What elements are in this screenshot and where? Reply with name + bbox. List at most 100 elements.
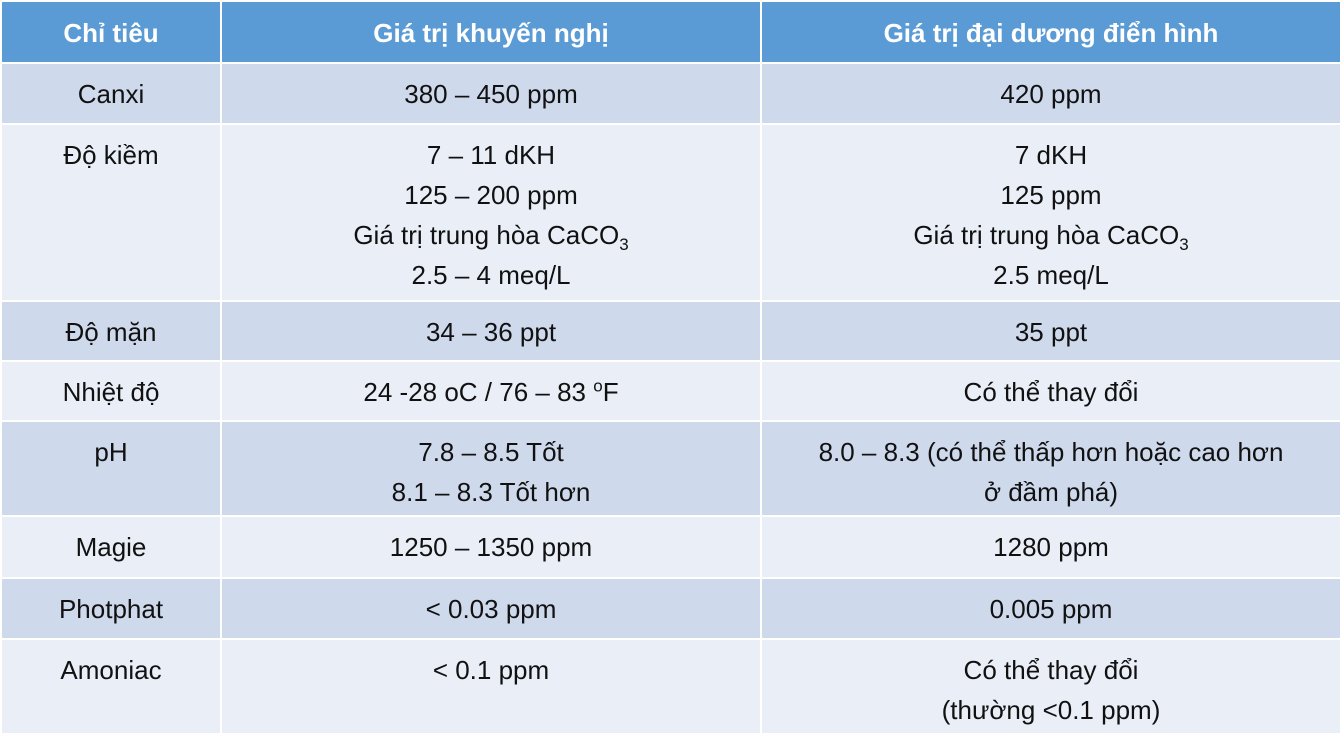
text: 8.0 – 8.3 (có thể thấp hơn hoặc cao hơn <box>818 437 1284 467</box>
text: 420 ppm <box>1000 79 1102 109</box>
cell-line: 24 -28 oC / 76 – 83 oF <box>222 372 760 412</box>
text: Độ mặn <box>65 317 157 347</box>
cell-line: Canxi <box>2 74 220 114</box>
table-cell: 420 ppm <box>760 62 1340 125</box>
table-cell: < 0.1 ppm <box>220 638 762 735</box>
cell-line: 35 ppt <box>762 312 1340 352</box>
table-row: Photphat < 0.03 ppm 0.005 ppm <box>0 577 1340 640</box>
cell-line: Amoniac <box>2 650 220 690</box>
cell-line: 125 – 200 ppm <box>222 175 760 215</box>
text: 1280 ppm <box>993 532 1109 562</box>
cell-line: Nhiệt độ <box>2 372 220 412</box>
text: 8.1 – 8.3 Tốt hơn <box>391 477 591 507</box>
table-cell: 7 – 11 dKH 125 – 200 ppm Giá trị trung hòa… <box>220 123 762 302</box>
cell-line: 125 ppm <box>762 175 1340 215</box>
table-row: Magie 1250 – 1350 ppm 1280 ppm <box>0 515 1340 579</box>
cell-line: 8.0 – 8.3 (có thể thấp hơn hoặc cao hơn <box>762 432 1340 472</box>
cell-line: 420 ppm <box>762 74 1340 114</box>
table-cell: < 0.03 ppm <box>220 577 762 640</box>
text: Photphat <box>58 594 164 624</box>
text: Có thể thay đổi <box>963 655 1139 685</box>
cell-line: ở đầm phá) <box>762 472 1340 512</box>
text: 7 dKH <box>1014 140 1088 170</box>
header-row: Chỉ tiêu Giá trị khuyến nghị Giá trị đại… <box>0 0 1340 64</box>
text: 35 ppt <box>1014 317 1088 347</box>
table-cell: 24 -28 oC / 76 – 83 oF <box>220 360 762 422</box>
header-cell: Chỉ tiêu <box>0 0 222 64</box>
cell-line: Có thể thay đổi <box>762 372 1340 412</box>
table-cell: 35 ppt <box>760 300 1340 362</box>
text: ở đầm phá) <box>983 477 1119 507</box>
table-cell: pH <box>0 420 222 517</box>
cell-line: 0.005 ppm <box>762 589 1340 629</box>
cell-line: Giá trị trung hòa CaCO3 <box>222 215 760 255</box>
cell-line: Photphat <box>2 589 220 629</box>
text: 125 – 200 ppm <box>404 180 578 210</box>
table-cell: 34 – 36 ppt <box>220 300 762 362</box>
table-row: Độ mặn 34 – 36 ppt 35 ppt <box>0 300 1340 362</box>
text: Độ kiềm <box>63 140 159 170</box>
table-cell: Magie <box>0 515 222 579</box>
table-cell: 8.0 – 8.3 (có thể thấp hơn hoặc cao hơn ở… <box>760 420 1340 517</box>
text: Giá trị trung hòa CaCO <box>913 220 1180 250</box>
table-cell: Photphat <box>0 577 222 640</box>
cell-line: 1250 – 1350 ppm <box>222 527 760 567</box>
table-cell: Độ kiềm <box>0 123 222 302</box>
cell-line: 7.8 – 8.5 Tốt <box>222 432 760 472</box>
table-cell: Canxi <box>0 62 222 125</box>
text: 125 ppm <box>1000 180 1102 210</box>
table-cell: Độ mặn <box>0 300 222 362</box>
text: Canxi <box>77 79 145 109</box>
text: Giá trị trung hòa CaCO <box>353 220 620 250</box>
table-row: Nhiệt độ 24 -28 oC / 76 – 83 oF Có thể tha… <box>0 360 1340 422</box>
cell-line: 34 – 36 ppt <box>222 312 760 352</box>
text: < 0.1 ppm <box>432 655 550 685</box>
table-cell: Nhiệt độ <box>0 360 222 422</box>
header-cell: Giá trị khuyến nghị <box>220 0 762 64</box>
text: Amoniac <box>60 655 162 685</box>
table-cell: Có thể thay đổi (thường <0.1 ppm) <box>760 638 1340 735</box>
table-row: pH 7.8 – 8.5 Tốt 8.1 – 8.3 Tốt hơn 8.0 – 8.… <box>0 420 1340 517</box>
cell-line: pH <box>2 432 220 472</box>
text: (thường <0.1 ppm) <box>941 695 1161 725</box>
text: pH <box>94 437 128 467</box>
cell-line: Độ mặn <box>2 312 220 352</box>
table-body: Canxi 380 – 450 ppm 420 ppm Độ kiềm 7 – 11 d… <box>0 62 1340 735</box>
subscript: 3 <box>1179 235 1189 255</box>
text: 24 -28 oC / 76 – 83 <box>363 377 594 407</box>
table-cell: 7 dKH 125 ppm Giá trị trung hòa CaCO3 2.5 m… <box>760 123 1340 302</box>
cell-line: Magie <box>2 527 220 567</box>
superscript: o <box>593 376 603 396</box>
cell-line: 7 – 11 dKH <box>222 135 760 175</box>
text: 7.8 – 8.5 Tốt <box>418 437 564 467</box>
cell-line: 1280 ppm <box>762 527 1340 567</box>
table-cell: 1250 – 1350 ppm <box>220 515 762 579</box>
cell-line: (thường <0.1 ppm) <box>762 690 1340 730</box>
cell-line: 380 – 450 ppm <box>222 74 760 114</box>
cell-line: 2.5 meq/L <box>762 255 1340 295</box>
table-row: Canxi 380 – 450 ppm 420 ppm <box>0 62 1340 125</box>
header-cell: Giá trị đại dương điển hình <box>760 0 1340 64</box>
cell-line: < 0.1 ppm <box>222 650 760 690</box>
table-row: Độ kiềm 7 – 11 dKH 125 – 200 ppm Giá trị tr… <box>0 123 1340 302</box>
subscript: 3 <box>619 235 629 255</box>
cell-line: Giá trị trung hòa CaCO3 <box>762 215 1340 255</box>
text: Magie <box>75 532 147 562</box>
text: 0.005 ppm <box>989 594 1113 624</box>
cell-line: Có thể thay đổi <box>762 650 1340 690</box>
table-header: Chỉ tiêu Giá trị khuyến nghị Giá trị đại… <box>0 0 1340 64</box>
cell-line: Độ kiềm <box>2 135 220 175</box>
text: F <box>602 377 619 407</box>
table-row: Amoniac < 0.1 ppm Có thể thay đổi (thường <… <box>0 638 1340 735</box>
table-cell: 7.8 – 8.5 Tốt 8.1 – 8.3 Tốt hơn <box>220 420 762 517</box>
text: 2.5 – 4 meq/L <box>411 260 571 290</box>
text: 34 – 36 ppt <box>425 317 557 347</box>
text: < 0.03 ppm <box>425 594 557 624</box>
text: 7 – 11 dKH <box>426 140 556 170</box>
table-cell: 0.005 ppm <box>760 577 1340 640</box>
cell-line: 7 dKH <box>762 135 1340 175</box>
text: Có thể thay đổi <box>963 377 1139 407</box>
text: 380 – 450 ppm <box>404 79 578 109</box>
